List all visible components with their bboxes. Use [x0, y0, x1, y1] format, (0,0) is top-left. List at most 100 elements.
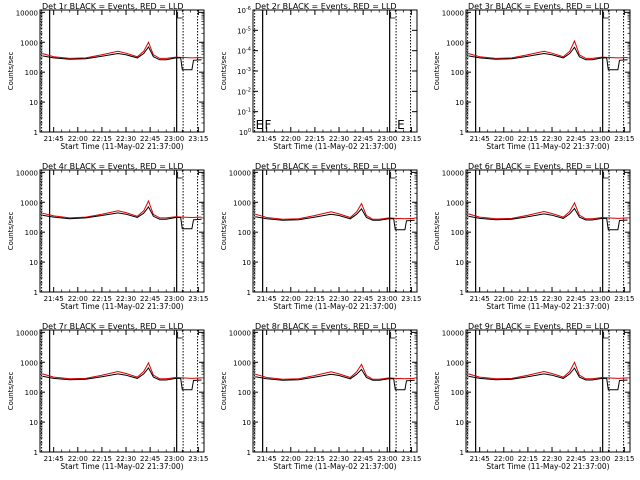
x-tick-label: 23:15	[188, 455, 208, 463]
x-tick-label: 22:45	[566, 455, 586, 463]
x-tick-label: 22:45	[353, 455, 373, 463]
y-axis-label: Counts/sec	[220, 52, 228, 91]
plot-frame	[465, 9, 631, 133]
panel-1: Det 1r BLACK = Events, RED = LLD 1 10 100 10…	[7, 2, 208, 151]
x-tick-label: 22:00	[494, 295, 514, 303]
x-tick-label: 23:15	[401, 135, 421, 143]
x-tick-label: 21:45	[257, 455, 277, 463]
x-tick-label: 22:45	[566, 135, 586, 143]
x-tick-label: 22:15	[305, 135, 325, 143]
x-tick-label: 22:30	[542, 135, 562, 143]
marker-bracket	[390, 332, 396, 339]
x-tick-label: 22:00	[281, 455, 301, 463]
y-tick-label: 10000	[229, 329, 251, 337]
x-tick-label: 23:00	[590, 135, 610, 143]
y-tick-label: 1000	[446, 39, 464, 47]
marker-bracket	[603, 172, 609, 179]
x-tick-label: 23:15	[188, 135, 208, 143]
panel-5: Det 5r BLACK = Events, RED = LLD 1 10 100 10…	[220, 162, 421, 311]
panel-title: Det 2r BLACK = Events, RED = LLD	[255, 2, 397, 11]
x-tick-label: 22:45	[353, 135, 373, 143]
panel-2: Det 2r BLACK = Events, RED = LLD 100 10-1 1…	[220, 2, 421, 151]
x-tick-label: 21:45	[470, 135, 490, 143]
plot-frame	[252, 169, 418, 293]
y-tick-label: 1	[34, 289, 38, 297]
plot-frame	[39, 9, 205, 133]
plot-frame	[465, 329, 631, 453]
marker-bracket	[177, 172, 183, 179]
y-axis-label: Counts/sec	[433, 52, 441, 91]
y-tick-label: 10000	[229, 169, 251, 177]
y-tick-label: 10000	[442, 169, 464, 177]
y-tick-label: 10	[455, 419, 464, 427]
lld-series-line	[255, 202, 415, 220]
y-tick-label: 10	[29, 259, 38, 267]
y-tick-label: 10-4	[237, 47, 251, 56]
x-tick-label: 21:45	[257, 135, 277, 143]
y-tick-label: 10000	[442, 329, 464, 337]
plot-frame	[252, 329, 418, 453]
y-tick-label: 100	[239, 128, 251, 137]
panel-9: Det 9r BLACK = Events, RED = LLD 1 10 100 10…	[433, 322, 634, 471]
x-tick-label: 22:15	[305, 455, 325, 463]
y-tick-label: 10	[29, 99, 38, 107]
marker-letter: E	[397, 118, 405, 132]
y-tick-label: 1	[460, 129, 464, 137]
x-tick-label: 23:15	[614, 295, 634, 303]
panel-title: Det 6r BLACK = Events, RED = LLD	[468, 162, 610, 171]
x-tick-label: 22:00	[68, 135, 88, 143]
y-tick-label: 1	[34, 449, 38, 457]
y-tick-label: 1000	[446, 199, 464, 207]
y-tick-label: 10-2	[237, 87, 251, 96]
panel-title: Det 4r BLACK = Events, RED = LLD	[42, 162, 184, 171]
panel-title: Det 9r BLACK = Events, RED = LLD	[468, 322, 610, 331]
events-series-line	[468, 207, 628, 231]
x-axis-label: Start Time (11-May-02 21:37:00)	[60, 462, 183, 471]
panel-3: Det 3r BLACK = Events, RED = LLD 1 10 100 10…	[433, 2, 634, 151]
events-series-line	[42, 366, 202, 391]
x-tick-label: 22:45	[353, 295, 373, 303]
marker-letter: E	[256, 118, 264, 132]
y-tick-label: 1	[460, 449, 464, 457]
x-tick-label: 23:15	[188, 295, 208, 303]
x-axis-label: Start Time (11-May-02 21:37:00)	[273, 302, 396, 311]
y-tick-label: 10	[242, 419, 251, 427]
x-tick-label: 23:00	[164, 455, 184, 463]
x-tick-label: 22:30	[542, 455, 562, 463]
plot-frame	[465, 169, 631, 293]
x-tick-label: 22:15	[92, 455, 112, 463]
panel-title: Det 8r BLACK = Events, RED = LLD	[255, 322, 397, 331]
y-tick-label: 1000	[20, 359, 38, 367]
x-tick-label: 22:30	[329, 295, 349, 303]
y-axis-label: Counts/sec	[433, 212, 441, 251]
x-tick-label: 23:00	[377, 455, 397, 463]
y-tick-label: 10000	[16, 329, 38, 337]
x-tick-label: 23:15	[614, 455, 634, 463]
marker-bracket	[603, 332, 609, 339]
events-series-line	[468, 46, 628, 71]
y-tick-label: 10-1	[237, 108, 251, 117]
y-axis-label: Counts/sec	[7, 212, 15, 251]
plot-frame	[39, 169, 205, 293]
panel-6: Det 6r BLACK = Events, RED = LLD 1 10 100 10…	[433, 162, 634, 311]
x-axis-label: Start Time (11-May-02 21:37:00)	[486, 302, 609, 311]
panel-8: Det 8r BLACK = Events, RED = LLD 1 10 100 10…	[220, 322, 421, 471]
marker-bracket	[177, 12, 183, 19]
panel-title: Det 5r BLACK = Events, RED = LLD	[255, 162, 397, 171]
lld-series-line	[468, 361, 628, 380]
y-tick-label: 100	[451, 389, 464, 397]
y-axis-label: Counts/sec	[220, 212, 228, 251]
x-tick-label: 21:45	[470, 295, 490, 303]
y-axis-label: Counts/sec	[7, 52, 15, 91]
y-tick-label: 1	[247, 289, 251, 297]
y-tick-label: 100	[25, 389, 38, 397]
plot-frame	[39, 329, 205, 453]
y-tick-label: 100	[238, 229, 251, 237]
y-tick-label: 100	[451, 229, 464, 237]
panel-4: Det 4r BLACK = Events, RED = LLD 1 10 100 10…	[7, 162, 208, 311]
x-tick-label: 22:15	[518, 455, 538, 463]
panel-7: Det 7r BLACK = Events, RED = LLD 1 10 100 10…	[7, 322, 208, 471]
x-axis-label: Start Time (11-May-02 21:37:00)	[486, 142, 609, 151]
y-axis-label: Counts/sec	[433, 372, 441, 411]
y-tick-label: 1	[247, 449, 251, 457]
